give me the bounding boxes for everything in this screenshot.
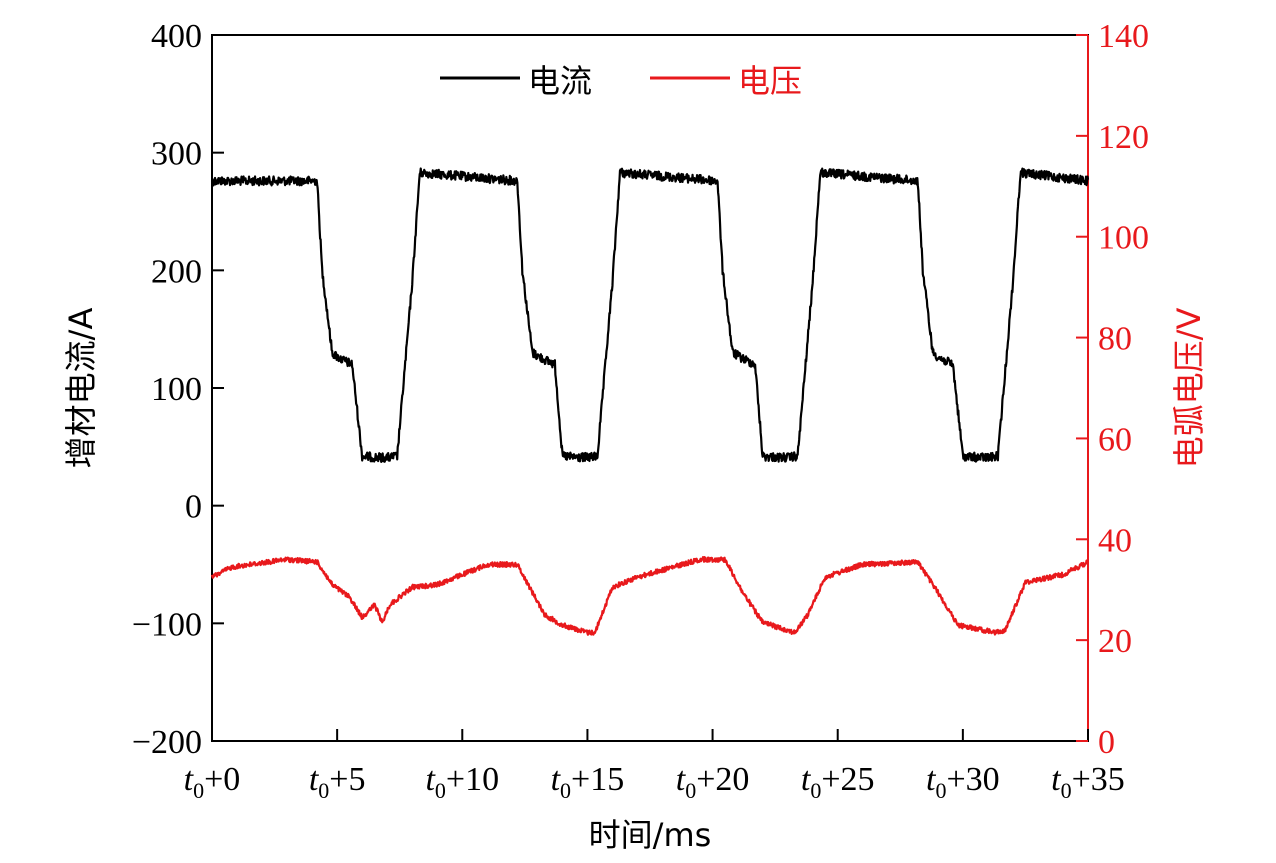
plot-frame [211,34,1089,742]
left-y-axis-ticks: −200 −100 0 100 200 300 400 [132,18,224,761]
series-layer [210,167,1090,636]
left-y-tick-label: 200 [151,253,202,290]
x-tick-label: t0+25 [801,761,875,803]
right-y-tick-label: 0 [1098,724,1115,761]
right-y-tick-label: 40 [1098,522,1132,559]
series-line-voltage [210,555,1090,636]
series-line-current [210,167,1090,463]
left-y-tick-label: −200 [132,724,202,761]
x-tick-label: t0+15 [551,761,625,803]
x-axis-ticks: t0+0 t0+5 t0+10 t0+15 t0+20 t0+25 t0+30 t0+35 [184,729,1125,803]
left-y-tick-label: 300 [151,136,202,173]
left-y-tick-label: 0 [185,489,202,526]
x-tick-label: t0+0 [184,761,241,803]
legend: 电流 电压 [440,62,802,100]
legend-label: 电压 [738,62,802,100]
right-y-tick-label: 60 [1098,421,1132,458]
x-axis-title: 时间/ms [589,816,712,854]
right-y-axis-ticks: 0 20 40 60 80 100 120 140 [1076,18,1149,761]
x-tick-label: t0+30 [926,761,1000,803]
x-tick-label: t0+10 [425,761,499,803]
left-y-tick-label: −100 [132,606,202,643]
left-y-tick-label: 100 [151,371,202,408]
right-y-axis-title: 电弧电压/V [1170,308,1208,469]
left-y-axis-title: 增材电流/A [62,308,100,469]
right-y-tick-label: 120 [1098,119,1149,156]
right-y-tick-label: 80 [1098,321,1132,358]
right-y-tick-label: 140 [1098,18,1149,55]
x-tick-label: t0+20 [676,761,750,803]
x-tick-label: t0+35 [1051,761,1125,803]
x-tick-label: t0+5 [309,761,366,803]
right-y-tick-label: 100 [1098,220,1149,257]
legend-label: 电流 [528,62,592,100]
right-y-tick-label: 20 [1098,623,1132,660]
left-y-tick-label: 400 [151,18,202,55]
